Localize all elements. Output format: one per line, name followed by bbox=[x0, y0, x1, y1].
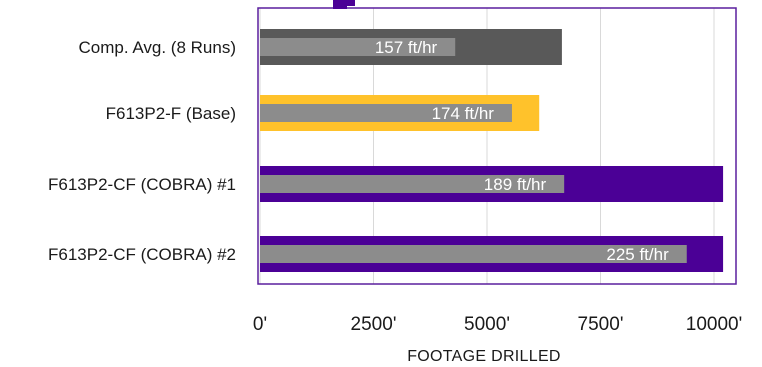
plot-frame bbox=[257, 7, 737, 285]
bars: 157 ft/hr 174 ft/hr 189 ft/hr 225 ft/hr bbox=[260, 29, 724, 272]
x-tick-label-2: 5000' bbox=[464, 314, 510, 335]
x-tick-label-0: 0' bbox=[253, 314, 267, 335]
rate-data-label-4: 225 ft/hr bbox=[606, 245, 669, 264]
partial-title-glyph bbox=[333, 0, 355, 9]
rate-bar-3 bbox=[260, 175, 565, 193]
x-tick-labels: 0' 2500' 5000' 7500' 10000' bbox=[253, 314, 742, 335]
rate-data-label-3: 189 ft/hr bbox=[484, 175, 547, 194]
category-labels: Comp. Avg. (8 Runs) F613P2-F (Base) F613P2… bbox=[48, 38, 236, 264]
x-tick-label-3: 7500' bbox=[578, 314, 624, 335]
x-tick-label-4: 10000' bbox=[686, 314, 742, 335]
category-label-3: F613P2-CF (COBRA) #1 bbox=[48, 175, 236, 194]
x-axis-title: FOOTAGE DRILLED bbox=[407, 348, 561, 365]
rate-bar-2 bbox=[260, 104, 512, 122]
rate-data-label-2: 174 ft/hr bbox=[432, 104, 495, 123]
category-label-2: F613P2-F (Base) bbox=[106, 104, 236, 123]
rate-data-label-1: 157 ft/hr bbox=[375, 38, 438, 57]
x-tick-label-1: 2500' bbox=[351, 314, 397, 335]
category-label-1: Comp. Avg. (8 Runs) bbox=[79, 38, 236, 57]
rate-bar-4 bbox=[260, 245, 687, 263]
rate-bar-1 bbox=[260, 38, 456, 56]
category-label-4: F613P2-CF (COBRA) #2 bbox=[48, 245, 236, 264]
